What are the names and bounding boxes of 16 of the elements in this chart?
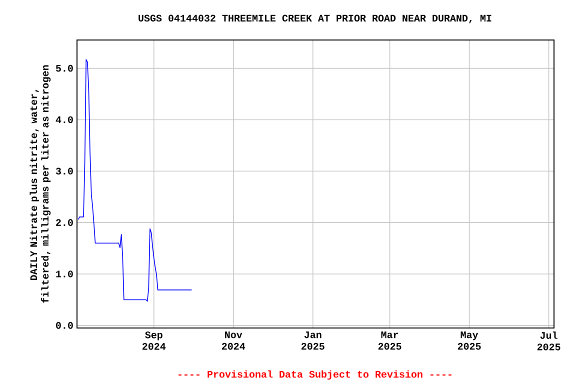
y-tick-label: 2.0 (56, 219, 73, 226)
line-series (78, 59, 192, 302)
x-tick-label: May 2025 (458, 332, 481, 350)
x-tick-label: Jan 2025 (301, 332, 324, 350)
x-tick-label: Sep 2024 (142, 332, 166, 350)
y-tick-label: 3.0 (56, 168, 73, 175)
y-tick-label: 0.0 (56, 322, 73, 329)
y-axis-title: DAILY Nitrate plus nitrite, water, filtered, milligrams per liter as nitrogen (30, 65, 51, 303)
y-tick-label: 1.0 (56, 270, 73, 278)
x-tick-label: Mar 2025 (378, 332, 402, 350)
y-tick-label: 5.0 (56, 64, 73, 72)
text: ---- Provisional Data Subject to Revision ---- (178, 370, 452, 380)
y-tick-label: 4.0 (56, 116, 73, 124)
chart-title: USGS 04144032 THREEMILE CREEK AT PRIOR ROAD NEAR DURAND, MI (138, 14, 492, 24)
x-tick-label: Jul 2025 (537, 332, 560, 350)
x-tick-label: Nov 2024 (222, 332, 246, 350)
